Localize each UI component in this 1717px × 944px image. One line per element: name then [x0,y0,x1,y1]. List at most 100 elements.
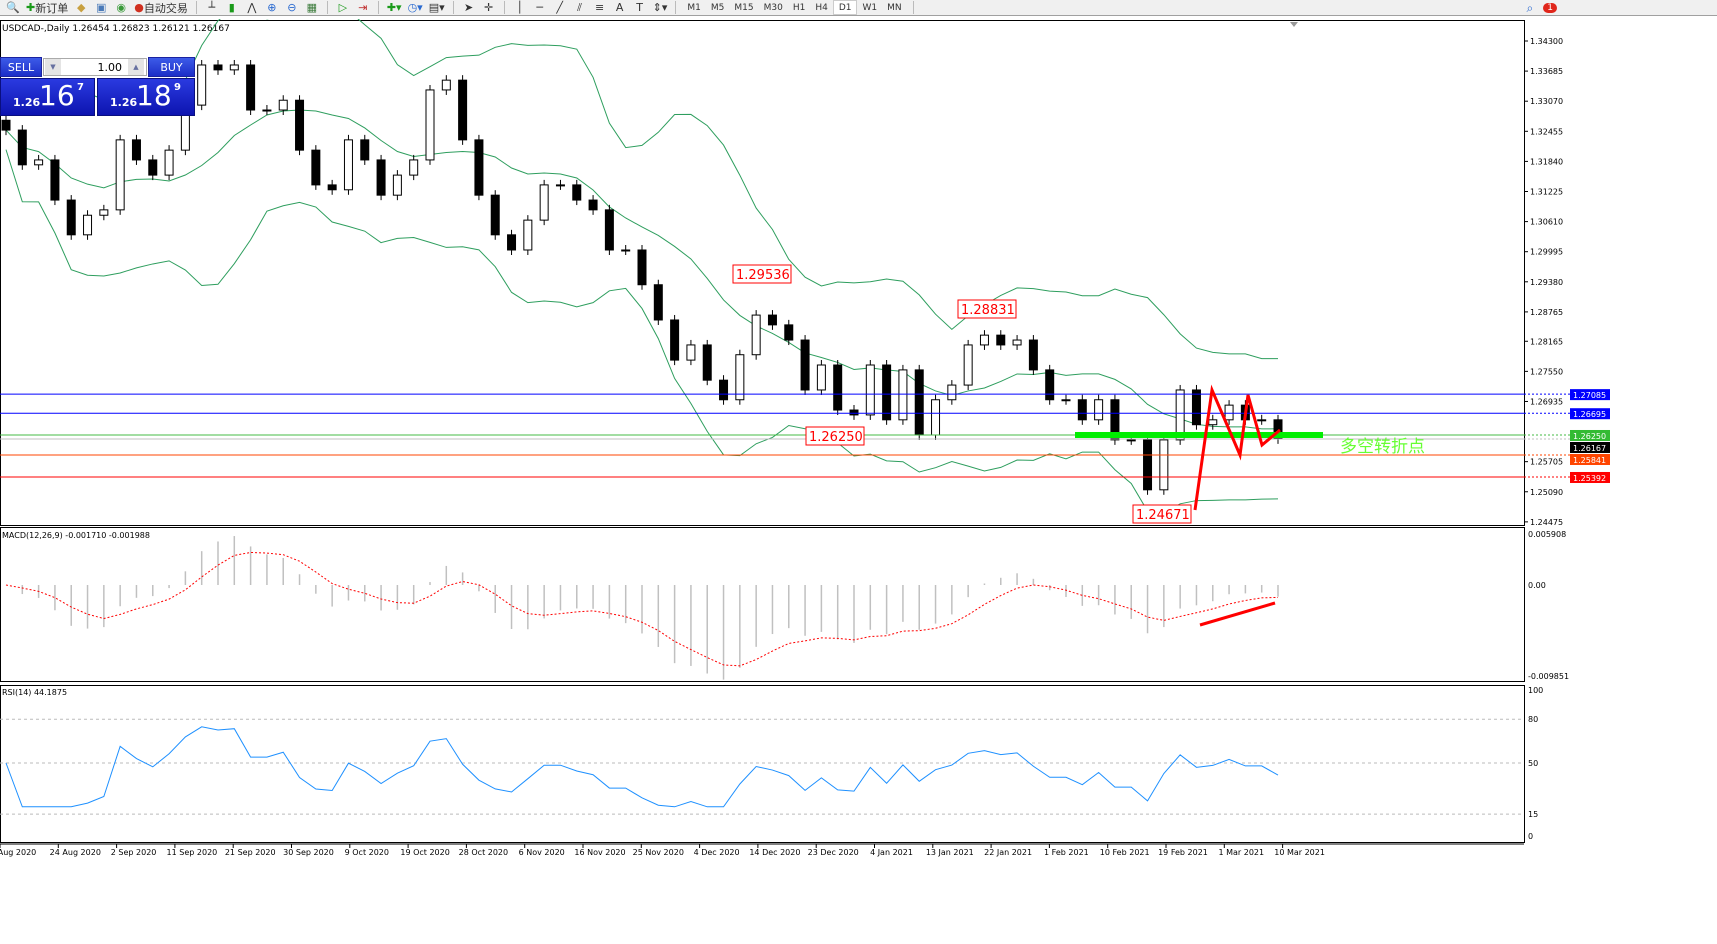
trendline-icon[interactable]: ╱ [556,1,563,14]
search-icon[interactable]: ⌕ [1526,0,1534,15]
date-label: 25 Nov 2020 [633,848,684,857]
candle [670,319,680,361]
date-label: 4 Jan 2021 [870,848,913,857]
price-annotation: 1.26250 [805,426,865,446]
timeframe-m30[interactable]: M30 [763,2,783,13]
chart-shift-marker [1290,22,1298,27]
zoom-in-icon[interactable]: ⊕ [267,1,277,14]
horizontal-line-icon[interactable]: ─ [536,1,543,14]
ask-price[interactable]: 1.26 18 9 [97,78,195,116]
cursor-icon[interactable]: ➤ [464,1,474,14]
zoom-out-icon[interactable]: ⊖ [287,1,297,14]
candle [474,139,484,196]
periods-clock-icon[interactable]: ◷▾ [407,1,423,14]
templates-icon[interactable]: ▤▾ [428,1,445,14]
price-annotation: 1.29536 [732,264,792,284]
price-badge-text: 1.26250 [1573,432,1606,441]
signal-icon[interactable]: ◉ [116,1,127,14]
candle [1045,369,1055,401]
price-tick-label: 1.33070 [1530,97,1563,106]
vertical-line-icon[interactable]: │ [516,1,523,14]
buy-label: BUY [160,60,183,74]
chart-canvas[interactable]: USDCAD-,Daily 1.26454 1.26823 1.26121 1.… [0,6,1717,941]
divider [377,1,379,14]
candle [1191,389,1201,426]
candle [979,334,989,346]
date-label: 14 Dec 2020 [749,848,800,857]
market-watch-icon[interactable]: ◆ [76,1,86,14]
candle [523,219,533,251]
timeframe-h1[interactable]: H1 [792,2,806,13]
candle [914,369,924,436]
fibonacci-icon[interactable]: ≡ [595,1,605,14]
divider [195,1,197,14]
candle [1143,439,1153,491]
timeframe-h4[interactable]: H4 [815,2,828,13]
price-tick-label: 1.34300 [1530,37,1563,46]
zone-label: 多空转折点 [1340,437,1425,457]
lot-size-input[interactable]: 1.00 [43,58,147,76]
buy-button[interactable]: BUY [148,57,195,77]
channel-icon[interactable]: ⫽ [577,0,583,14]
new-order-button[interactable]: ✚ 新订单 [24,0,70,15]
candle [1061,399,1071,402]
arrows-icon[interactable]: ⇕▾ [652,1,668,14]
ask-pips: 18 [136,79,172,112]
price-tick-label: 1.26935 [1530,397,1563,406]
annotation-box [732,264,792,284]
autotrading-button[interactable]: ● 自动交易 [132,0,190,15]
line-chart-icon[interactable]: ⋀ [247,1,257,14]
indicators-icon[interactable]: ✚▾ [386,1,402,14]
candle [751,314,761,356]
candle [898,369,908,421]
tile-windows-icon[interactable]: ▦ [306,1,318,14]
candle [555,184,565,187]
chart-window[interactable]: USDCAD-,Daily 1.26454 1.26823 1.26121 1.… [0,6,1717,941]
candlestick-icon[interactable]: ▮ [228,1,235,14]
navigator-icon[interactable]: ▣ [96,1,107,14]
bid-fraction: 7 [77,82,84,93]
candle [83,214,93,236]
candle [17,129,27,166]
candle [360,139,370,161]
candle [702,344,712,381]
candle [572,184,582,201]
candle [507,234,517,251]
notification-badge[interactable]: 1 [1543,3,1557,13]
main-panel-frame [0,20,1525,526]
text-label-icon[interactable]: T [636,1,643,14]
autotrading-label: 自动交易 [143,1,188,15]
price-badge [1570,441,1610,453]
rsi-panel-frame [0,685,1525,843]
bar-chart-icon[interactable]: ┴ [208,1,216,14]
text-icon[interactable]: A [615,1,624,14]
timeframe-m5[interactable]: M5 [710,2,725,13]
timeframe-mn[interactable]: MN [887,2,902,13]
lot-decrease-button[interactable]: ▼ [45,59,61,75]
autoscroll-icon[interactable]: ⇥ [358,1,368,14]
lot-increase-button[interactable]: ▲ [128,59,144,75]
sell-button[interactable]: SELL [0,57,42,77]
timeframe-m1[interactable]: M1 [687,2,701,13]
date-label: 1 Feb 2021 [1044,848,1089,857]
timeframe-bar: M1 M5 M15 M30 H1 H4 D1 W1 MN [682,0,906,15]
candle [197,64,207,106]
price-badge [1570,389,1610,401]
timeframe-m15[interactable]: M15 [734,2,754,13]
candle [686,344,696,361]
candle [1159,439,1169,491]
divider [912,1,914,14]
macd-arrow [1199,601,1276,627]
candle [164,149,174,176]
timeframe-w1[interactable]: W1 [862,2,878,13]
candle [213,64,223,71]
timeframe-d1[interactable]: D1 [832,0,858,15]
candle [229,64,239,71]
crosshair-icon[interactable]: ✛ [484,1,494,14]
bid-price[interactable]: 1.26 16 7 [0,78,95,116]
date-label: 21 Sep 2020 [225,848,276,857]
zoom-window-icon[interactable]: 🔍 [6,1,20,14]
price-tick-label: 1.25090 [1530,488,1563,497]
chart-shift-icon[interactable]: ▷ [338,1,348,14]
price-tick-label: 1.29995 [1530,248,1563,257]
